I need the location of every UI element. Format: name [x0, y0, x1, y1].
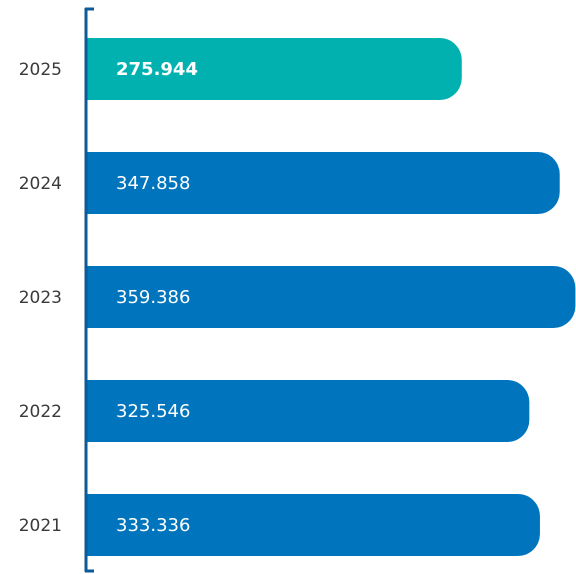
bar-2021 — [86, 494, 540, 556]
category-labels: 2025 2024 2023 2022 2021 — [19, 60, 62, 536]
bar-value-label-2025: 275.944 — [116, 59, 198, 80]
bar-2023 — [86, 266, 576, 328]
bar-value-label-2021: 333.336 — [116, 515, 190, 536]
bars-group: 275.944 347.858 359.386 325.546 333.336 — [86, 38, 576, 556]
bar-value-label-2023: 359.386 — [116, 287, 190, 308]
category-label-2023: 2023 — [19, 288, 62, 308]
category-label-2021: 2021 — [19, 516, 62, 536]
category-axis — [84, 7, 94, 573]
bar-2025 — [86, 38, 462, 100]
category-label-2022: 2022 — [19, 402, 62, 422]
bar-2024 — [86, 152, 560, 214]
bar-value-label-2022: 325.546 — [116, 401, 190, 422]
category-label-2024: 2024 — [19, 174, 62, 194]
bar-2022 — [86, 380, 530, 442]
category-label-2025: 2025 — [19, 60, 62, 80]
bar-value-label-2024: 347.858 — [116, 173, 190, 194]
